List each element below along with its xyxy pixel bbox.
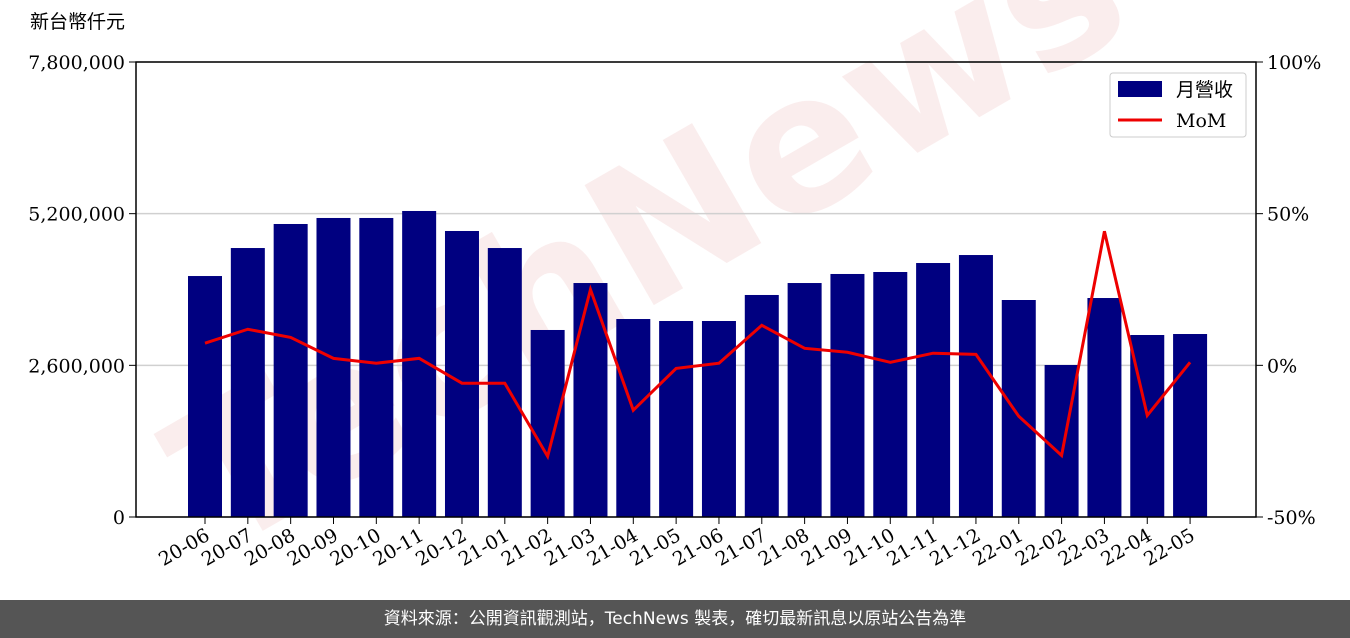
y-tick-label: 2,600,000 [28, 355, 125, 377]
chart: 新台幣仟元 TechNews 02,600,0005,200,0007,800,… [28, 0, 1321, 593]
bar [916, 263, 951, 517]
y2-tick-label: -50% [1267, 507, 1316, 529]
bar [701, 321, 736, 517]
bar [573, 283, 608, 517]
y-axis-label: 新台幣仟元 [30, 11, 125, 33]
bar [316, 217, 351, 517]
plot-frame [135, 61, 1257, 518]
y-tick-label: 7,800,000 [28, 52, 125, 74]
bar [744, 294, 779, 517]
bar [188, 276, 222, 517]
legend-label: 月營收 [1176, 79, 1233, 101]
bar [787, 283, 822, 517]
bar [444, 230, 479, 517]
bar [873, 272, 908, 517]
y2-tick-label: 100% [1267, 52, 1321, 74]
bar [1173, 334, 1208, 517]
bar [958, 255, 993, 517]
bar [273, 223, 308, 517]
bar [359, 217, 394, 517]
bar [616, 319, 651, 517]
footer: 資料來源：公開資訊觀測站，TechNews 製表，確切最新訊息以原站公告為準 [0, 600, 1350, 638]
bar [659, 321, 694, 517]
bar [830, 273, 865, 517]
y2-tick-label: 50% [1267, 204, 1309, 226]
y-tick-label: 0 [113, 507, 125, 529]
y2-tick-label: 0% [1267, 355, 1297, 377]
bar [530, 329, 565, 517]
bar [230, 248, 265, 517]
legend-label: MoM [1176, 110, 1226, 132]
line [204, 230, 1192, 461]
bar [1001, 300, 1036, 517]
bar [1087, 298, 1122, 517]
y-tick-label: 5,200,000 [28, 204, 125, 226]
x-tick-label: 22-05 [1140, 524, 1198, 570]
legend-swatch [1118, 81, 1162, 97]
